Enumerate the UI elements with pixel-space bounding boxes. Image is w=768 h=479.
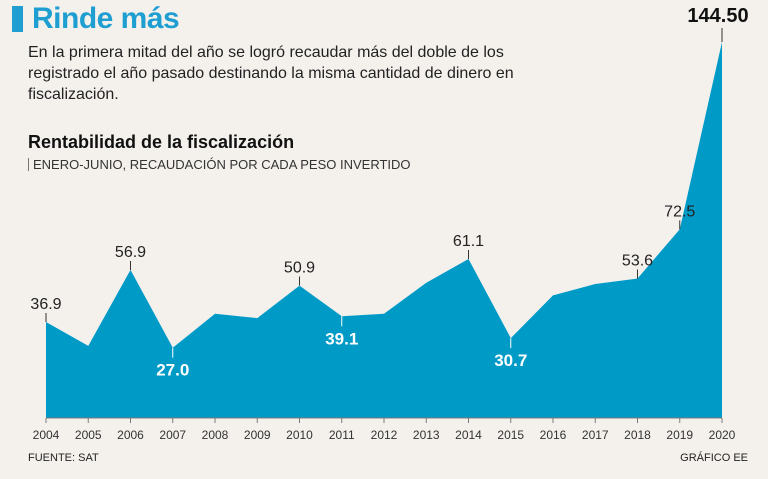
x-tick-label-2015: 2015	[497, 428, 524, 442]
x-tick-label-2019: 2019	[666, 428, 693, 442]
x-tick-label-2018: 2018	[624, 428, 651, 442]
data-label-2014: 61.1	[453, 233, 484, 250]
x-tick-label-2006: 2006	[117, 428, 144, 442]
chart-subtitle-text: ENERO-JUNIO, RECAUDACIÓN POR CADA PESO I…	[33, 157, 411, 172]
x-tick-label-2017: 2017	[582, 428, 609, 442]
x-tick-label-2008: 2008	[202, 428, 229, 442]
x-tick-label-2013: 2013	[413, 428, 440, 442]
data-label-2010: 50.9	[284, 260, 315, 277]
x-tick-label-2004: 2004	[33, 428, 60, 442]
x-tick-label-2012: 2012	[371, 428, 398, 442]
chart-title: Rentabilidad de la fiscalización	[28, 132, 295, 152]
x-tick-label-2014: 2014	[455, 428, 482, 442]
data-label-2015: 30.7	[494, 351, 527, 370]
data-label-2019: 72.5	[664, 203, 695, 220]
credit-note: GRÁFICO EE	[680, 452, 748, 464]
data-label-2007: 27.0	[156, 361, 189, 380]
data-label-2020: 144.50	[687, 5, 748, 27]
x-tick-label-2009: 2009	[244, 428, 271, 442]
x-tick-label-2005: 2005	[75, 428, 102, 442]
data-label-2006: 56.9	[115, 244, 146, 261]
x-tick-label-2016: 2016	[540, 428, 567, 442]
subtitle-rule	[28, 158, 29, 171]
x-tick-label-2010: 2010	[286, 428, 313, 442]
x-tick-label-2011: 2011	[329, 428, 355, 442]
x-tick-label-2007: 2007	[159, 428, 186, 442]
chart-subtitle: ENERO-JUNIO, RECAUDACIÓN POR CADA PESO I…	[28, 157, 411, 172]
x-tick-label-2020: 2020	[709, 428, 736, 442]
headline: Rinde más	[32, 2, 180, 35]
series-area	[46, 42, 722, 418]
source-note: FUENTE: SAT	[28, 452, 99, 464]
headline-banner: Rinde más	[0, 0, 190, 38]
data-label-2018: 53.6	[622, 253, 653, 270]
intro-text: En la primera mitad del año se logró rec…	[28, 44, 514, 103]
headline-accent-bar	[12, 6, 23, 32]
data-label-2011: 39.1	[325, 329, 358, 348]
data-label-2004: 36.9	[30, 296, 61, 313]
